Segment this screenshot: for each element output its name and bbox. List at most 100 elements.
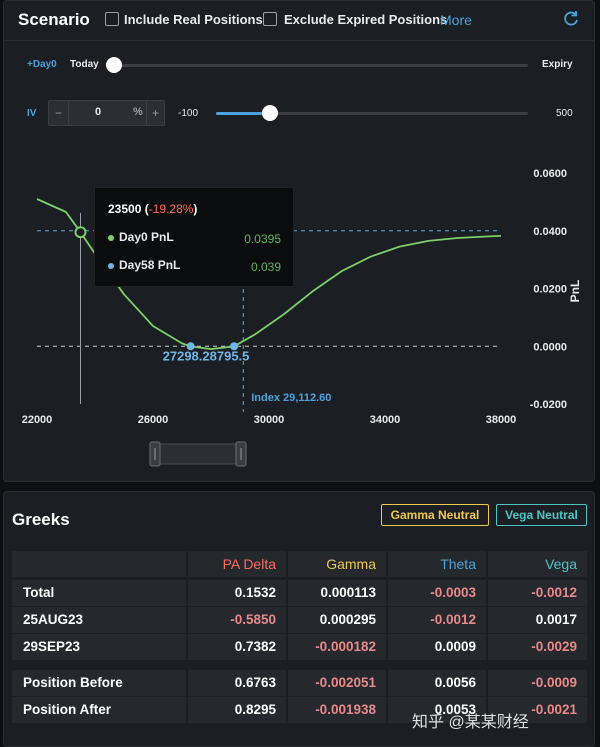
iv-slider-max: 500 [556, 108, 573, 119]
tooltip-pct: -19.28% [148, 202, 194, 216]
iv-decrement-button[interactable]: − [49, 101, 69, 125]
delta-cell: 0.6763 [188, 670, 286, 696]
include-real-positions-checkbox[interactable] [105, 12, 119, 26]
row-label: Total [12, 580, 186, 606]
tooltip-open-paren: ( [141, 202, 149, 216]
x-tick-label: 34000 [370, 414, 401, 426]
delta-cell: 0.7382 [188, 634, 286, 660]
include-real-positions-label[interactable]: Include Real Positions [124, 12, 263, 27]
gamma-cell: -0.001938 [288, 697, 386, 723]
exclude-expired-positions-label[interactable]: Exclude Expired Positions [284, 12, 448, 27]
greeks-header-row: PA Delta Gamma Theta Vega [12, 551, 587, 577]
theta-cell: 0.0009 [388, 634, 486, 660]
x-tick-label: 22000 [22, 414, 53, 426]
iv-slider-handle[interactable] [262, 105, 278, 121]
table-row: Total 0.1532 0.000113 -0.0003 -0.0012 [12, 580, 587, 606]
table-row: Position After 0.8295 -0.001938 0.0053 -… [12, 697, 587, 723]
day-offset-label: +Day0 [27, 59, 57, 70]
row-label: 29SEP23 [12, 634, 186, 660]
day-slider-handle[interactable] [106, 57, 122, 73]
delta-cell: 0.8295 [188, 697, 286, 723]
table-row: Position Before 0.6763 -0.002051 0.0056 … [12, 670, 587, 696]
theta-cell: 0.0056 [388, 670, 486, 696]
vega-cell: -0.0021 [488, 697, 587, 723]
more-link[interactable]: More [440, 12, 472, 28]
y-tick-label: -0.0200 [530, 399, 567, 411]
theta-cell: -0.0003 [388, 580, 486, 606]
row-label: Position After [12, 697, 186, 723]
breakeven-point [186, 342, 195, 351]
refresh-icon[interactable] [562, 10, 580, 28]
header-vega: Vega [488, 551, 587, 577]
x-tick-label: 30000 [254, 414, 285, 426]
vega-cell: -0.0012 [488, 580, 587, 606]
y-tick-label: 0.0600 [533, 168, 567, 180]
table-row: 25AUG23 -0.5850 0.000295 -0.0012 0.0017 [12, 607, 587, 633]
vega-cell: 0.0017 [488, 607, 587, 633]
y-tick-label: 0.0000 [533, 341, 567, 353]
header-gamma: Gamma [288, 551, 386, 577]
tooltip-day0-label: Day0 PnL [119, 230, 174, 244]
vega-cell: -0.0029 [488, 634, 587, 660]
tooltip-day58-row: Day58 PnL [108, 258, 180, 272]
y-tick-label: 0.0200 [533, 284, 567, 296]
exclude-expired-positions-checkbox[interactable] [263, 12, 277, 26]
gamma-cell: -0.000182 [288, 634, 386, 660]
today-label: Today [70, 59, 99, 70]
tooltip-day58-value: 0.039 [250, 260, 281, 274]
scenario-header: Scenario Include Real Positions Exclude … [4, 1, 594, 41]
iv-increment-button[interactable]: + [146, 101, 164, 125]
watermark-text: 知乎 @某某财经 [412, 714, 529, 731]
header-pa-delta: PA Delta [188, 551, 286, 577]
table-row: 29SEP23 0.7382 -0.000182 0.0009 -0.0029 [12, 634, 587, 660]
index-label: Index 29,112.60 [251, 392, 331, 404]
expiry-label: Expiry [542, 59, 573, 70]
chart-range-scrollbar[interactable] [148, 441, 248, 467]
gamma-cell: 0.000295 [288, 607, 386, 633]
x-tick-label: 38000 [486, 414, 517, 426]
tooltip-day0-row: Day0 PnL [108, 230, 174, 244]
greeks-title: Greeks [12, 510, 70, 529]
chart-tooltip: 23500 (-19.28%) Day0 PnL 0.0395 Day58 Pn… [94, 187, 294, 287]
y-axis-label: PnL [568, 280, 582, 303]
scenario-title: Scenario [18, 10, 90, 29]
iv-row: IV − 0 % + -100 500 [4, 100, 594, 128]
iv-slider-fill [216, 112, 270, 115]
tooltip-price: 23500 [108, 202, 142, 216]
breakeven-label: 27298.28795.5 [163, 348, 250, 363]
iv-label: IV [27, 108, 37, 119]
gamma-cell: 0.000113 [288, 580, 386, 606]
header-theta: Theta [388, 551, 486, 577]
pnl-chart[interactable]: 0.0600 0.0400 0.0200 0.0000 -0.0200 PnL 22000 2… [4, 151, 594, 436]
tooltip-close-paren: ) [193, 202, 198, 216]
vega-neutral-button[interactable]: Vega Neutral [496, 504, 587, 526]
day-slider-track[interactable] [110, 64, 528, 67]
day0-dot-icon [108, 234, 114, 241]
gamma-cell: -0.002051 [288, 670, 386, 696]
iv-slider-track[interactable] [216, 112, 528, 115]
breakeven-point [230, 342, 239, 351]
delta-cell: 0.1532 [188, 580, 286, 606]
header-blank [12, 551, 186, 577]
row-label: Position Before [12, 670, 186, 696]
iv-unit: % [133, 106, 143, 118]
tooltip-day0-value: 0.0395 [244, 232, 281, 246]
greeks-panel: Greeks Gamma Neutral Vega Neutral PA Del… [3, 491, 595, 747]
day58-dot-icon [108, 262, 114, 269]
delta-cell: -0.5850 [188, 607, 286, 633]
theta-cell: -0.0012 [388, 607, 486, 633]
day-slider-row: +Day0 Today Expiry [4, 53, 594, 77]
y-tick-label: 0.0400 [533, 226, 567, 238]
x-tick-label: 26000 [138, 414, 169, 426]
cursor-point [74, 226, 87, 239]
scenario-panel: Scenario Include Real Positions Exclude … [3, 0, 595, 482]
tooltip-day58-label: Day58 PnL [119, 258, 181, 272]
gamma-neutral-button[interactable]: Gamma Neutral [381, 504, 489, 526]
iv-input[interactable]: 0 [95, 106, 102, 118]
theta-cell: 0.0053 [388, 697, 486, 723]
tooltip-title: 23500 (-19.28%) [108, 202, 197, 216]
iv-stepper: − 0 % + [48, 100, 165, 126]
row-label: 25AUG23 [12, 607, 186, 633]
iv-slider-min: -100 [178, 108, 199, 119]
vega-cell: -0.0009 [488, 670, 587, 696]
